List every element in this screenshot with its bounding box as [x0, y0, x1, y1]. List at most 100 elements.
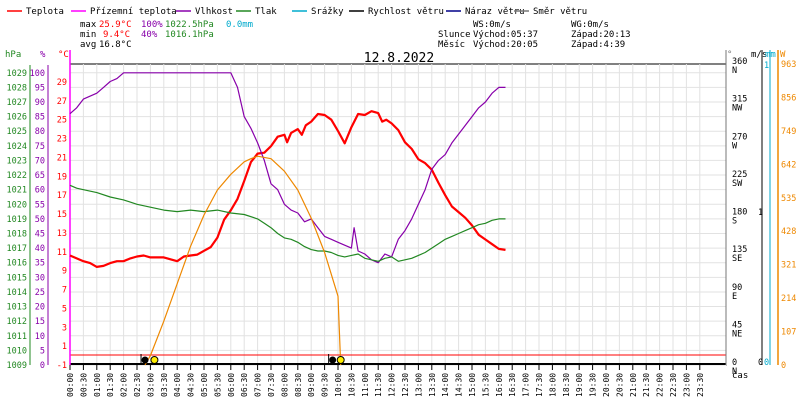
humidity-tick: 0: [40, 361, 45, 371]
x-tick-label: 19:30: [589, 373, 598, 397]
x-tick-label: 04:30: [187, 373, 196, 397]
stats-min-label: min: [80, 30, 96, 40]
pressure-tick: 1022: [7, 171, 27, 181]
axis-label-time: čas: [732, 370, 748, 381]
direction-compass-tick: S: [732, 217, 737, 227]
stats-max-rain: 0.0mm: [226, 20, 253, 30]
stats-min-press: 1016.1hPa: [165, 30, 214, 40]
x-tick-label: 12:00: [388, 373, 397, 397]
humidity-tick: 65: [35, 171, 45, 181]
moon-label: Měsíc: [438, 40, 465, 50]
x-tick-label: 21:00: [629, 373, 638, 397]
temp-tick: 1: [62, 342, 67, 352]
temp-tick: 23: [57, 135, 67, 145]
marker-dot-moonrise-black: [329, 356, 337, 364]
x-axis: 00:00 00:30 01:00 01:30 02:00 02:30 03:00 03:30…: [66, 365, 705, 397]
direction-tick: 45: [732, 320, 742, 330]
temp-tick: 15: [57, 210, 67, 220]
legend-label: Směr větru: [533, 7, 587, 17]
pressure-tick: 1021: [7, 186, 27, 196]
x-tick-label: 13:00: [414, 373, 423, 397]
x-tick-label: 22:30: [669, 373, 678, 397]
pressure-tick: 1027: [7, 98, 27, 108]
x-tick-label: 14:00: [441, 373, 450, 397]
x-tick-label: 01:30: [106, 373, 115, 397]
x-tick-label: 02:00: [120, 373, 129, 397]
humidity-tick: 70: [35, 156, 45, 166]
humidity-tick: 80: [35, 127, 45, 137]
x-tick-label: 10:00: [334, 373, 343, 397]
x-tick-label: 07:00: [254, 373, 263, 397]
right-axes: 0N45NE90E135SE180S225SW270W315NW360N1010…: [725, 50, 796, 377]
humidity-tick: 35: [35, 259, 45, 269]
solar-tick: 321: [781, 261, 796, 271]
x-tick-label: 17:30: [535, 373, 544, 397]
x-tick-label: 21:30: [642, 373, 651, 397]
x-tick-label: 10:30: [347, 373, 356, 397]
temp-tick: 7: [62, 286, 67, 296]
pressure-tick: 1012: [7, 317, 27, 327]
moon-set: Západ:4:39: [571, 40, 625, 50]
markers-layer: [140, 354, 345, 364]
axis-label-percent: %: [40, 50, 46, 60]
direction-compass-tick: W: [732, 141, 738, 151]
axis-label-mm: mm: [765, 50, 776, 60]
wind-ws: WS:0m/s: [473, 20, 511, 30]
stats-block: max 25.9°C 100% 1022.5hPa 0.0mm min 9.4°…: [80, 20, 631, 50]
axis-label-degree: °: [727, 50, 732, 60]
stats-max-label: max: [80, 20, 97, 30]
x-tick-label: 19:00: [575, 373, 584, 397]
solar-tick: 642: [781, 160, 796, 170]
series-line-teplota: [69, 110, 506, 268]
x-tick-label: 18:30: [562, 373, 571, 397]
x-tick-label: 11:30: [374, 373, 383, 397]
x-tick-label: 03:00: [146, 373, 155, 397]
pressure-tick: 1026: [7, 113, 27, 123]
x-tick-label: 04:00: [173, 373, 182, 397]
temp-tick: 9: [62, 267, 67, 277]
axis-label-w: W: [780, 50, 786, 60]
stats-min-temp: 9.4°C: [103, 30, 130, 40]
wind-tick: 1: [758, 208, 763, 218]
humidity-tick: 75: [35, 142, 45, 152]
series-layer: [69, 72, 506, 366]
solar-tick: 963: [781, 60, 796, 70]
humidity-tick: 50: [35, 215, 45, 225]
wind-wg: WG:0m/s: [571, 20, 609, 30]
grid: [69, 63, 727, 366]
humidity-tick: 20: [35, 303, 45, 313]
x-tick-label: 15:30: [481, 373, 490, 397]
marker-dot-sunrise-black: [141, 356, 149, 364]
solar-tick: 428: [781, 227, 796, 237]
humidity-tick: 25: [35, 288, 45, 298]
solar-tick: 214: [781, 294, 796, 304]
temp-tick: 5: [62, 304, 67, 314]
x-tick-label: 05:30: [213, 373, 222, 397]
pressure-tick: 1019: [7, 215, 27, 225]
solar-tick: 856: [781, 93, 796, 103]
wind-tick: 0: [758, 358, 763, 368]
pressure-tick: 1016: [7, 259, 27, 269]
direction-tick: 360: [732, 57, 747, 67]
temp-tick: -1: [57, 361, 67, 371]
direction-compass-tick: SW: [732, 179, 743, 189]
x-tick-label: 16:30: [508, 373, 517, 397]
direction-compass-tick: N: [732, 367, 737, 377]
legend-label: Náraz větru: [465, 7, 525, 17]
x-tick-label: 06:00: [227, 373, 236, 397]
x-tick-label: 08:30: [294, 373, 303, 397]
rain-tick: 1: [764, 61, 769, 71]
pressure-tick: 1014: [7, 288, 27, 298]
pressure-tick: 1009: [7, 361, 27, 371]
x-tick-label: 23:00: [682, 373, 691, 397]
x-tick-label: 08:00: [280, 373, 289, 397]
pressure-tick: 1029: [7, 69, 27, 79]
temp-tick: 25: [57, 116, 67, 126]
x-tick-label: 17:00: [522, 373, 531, 397]
solar-tick: 535: [781, 194, 796, 204]
direction-compass-tick: N: [732, 66, 737, 76]
x-tick-label: 13:30: [428, 373, 437, 397]
direction-compass-tick: SE: [732, 254, 742, 264]
axis-label-hpa: hPa: [5, 50, 21, 60]
